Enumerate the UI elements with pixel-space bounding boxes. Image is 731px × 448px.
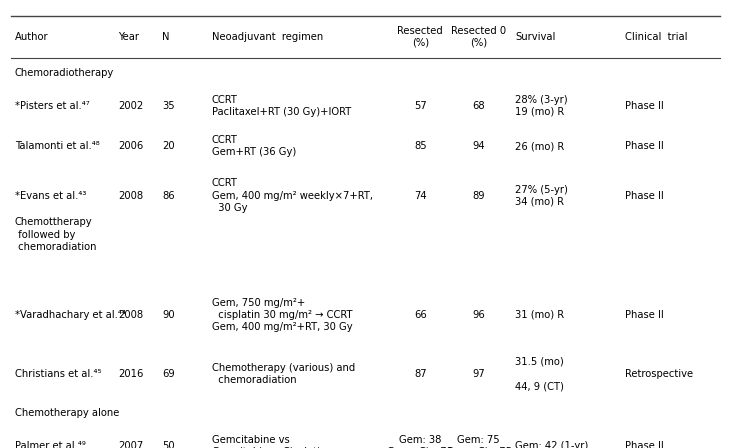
Text: 89: 89 [472, 191, 485, 201]
Text: N: N [162, 32, 170, 42]
Text: 94: 94 [472, 141, 485, 151]
Text: 57: 57 [414, 101, 427, 111]
Text: 28% (3-yr)
19 (mo) R: 28% (3-yr) 19 (mo) R [515, 95, 568, 117]
Text: 26 (mo) R: 26 (mo) R [515, 141, 564, 151]
Text: 35: 35 [162, 101, 175, 111]
Text: Palmer et al.⁴⁹: Palmer et al.⁴⁹ [15, 441, 86, 448]
Text: 68: 68 [472, 101, 485, 111]
Text: Christians et al.⁴⁵: Christians et al.⁴⁵ [15, 369, 102, 379]
Text: CCRT
Paclitaxel+RT (30 Gy)+IORT: CCRT Paclitaxel+RT (30 Gy)+IORT [212, 95, 351, 117]
Text: Gem: 75
Gem+Cis: 75: Gem: 75 Gem+Cis: 75 [446, 435, 512, 448]
Text: Chemotherapy (various) and
  chemoradiation: Chemotherapy (various) and chemoradiatio… [212, 363, 355, 385]
Text: *Varadhachary et al.⁴⁴: *Varadhachary et al.⁴⁴ [15, 310, 126, 320]
Text: 31 (mo) R: 31 (mo) R [515, 310, 564, 320]
Text: Resected
(%): Resected (%) [398, 26, 443, 48]
Text: Phase II: Phase II [625, 141, 664, 151]
Text: 97: 97 [472, 369, 485, 379]
Text: *Evans et al.⁴³: *Evans et al.⁴³ [15, 191, 86, 201]
Text: Gem, 750 mg/m²+
  cisplatin 30 mg/m² → CCRT
Gem, 400 mg/m²+RT, 30 Gy: Gem, 750 mg/m²+ cisplatin 30 mg/m² → CCR… [212, 297, 352, 332]
Text: 31.5 (mo)

44, 9 (CT): 31.5 (mo) 44, 9 (CT) [515, 357, 564, 392]
Text: Chemottherapy
 followed by
 chemoradiation: Chemottherapy followed by chemoradiation [15, 217, 96, 252]
Text: Neoadjuvant  regimen: Neoadjuvant regimen [212, 32, 323, 42]
Text: 86: 86 [162, 191, 175, 201]
Text: Chemoradiotherapy: Chemoradiotherapy [15, 68, 114, 78]
Text: 90: 90 [162, 310, 175, 320]
Text: 2006: 2006 [118, 141, 144, 151]
Text: Resected 0
(%): Resected 0 (%) [451, 26, 507, 48]
Text: *Pisters et al.⁴⁷: *Pisters et al.⁴⁷ [15, 101, 89, 111]
Text: Clinical  trial: Clinical trial [625, 32, 687, 42]
Text: Phase II: Phase II [625, 310, 664, 320]
Text: 2002: 2002 [118, 101, 144, 111]
Text: Gemcitabine vs
Gemcitabine+Cisplatino: Gemcitabine vs Gemcitabine+Cisplatino [212, 435, 333, 448]
Text: Gem: 38
Gem+Cis: 70: Gem: 38 Gem+Cis: 70 [387, 435, 453, 448]
Text: CCRT
Gem, 400 mg/m² weekly×7+RT,
  30 Gy: CCRT Gem, 400 mg/m² weekly×7+RT, 30 Gy [212, 178, 373, 213]
Text: Gem: 42 (1-yr): Gem: 42 (1-yr) [515, 441, 588, 448]
Text: 20: 20 [162, 141, 175, 151]
Text: Year: Year [118, 32, 140, 42]
Text: 2016: 2016 [118, 369, 144, 379]
Text: 66: 66 [414, 310, 427, 320]
Text: CCRT
Gem+RT (36 Gy): CCRT Gem+RT (36 Gy) [212, 135, 296, 157]
Text: 27% (5-yr)
34 (mo) R: 27% (5-yr) 34 (mo) R [515, 185, 568, 207]
Text: Phase II: Phase II [625, 191, 664, 201]
Text: 2007: 2007 [118, 441, 144, 448]
Text: 2008: 2008 [118, 310, 143, 320]
Text: Phase II: Phase II [625, 441, 664, 448]
Text: 87: 87 [414, 369, 427, 379]
Text: 74: 74 [414, 191, 427, 201]
Text: Survival: Survival [515, 32, 556, 42]
Text: Phase II: Phase II [625, 101, 664, 111]
Text: 85: 85 [414, 141, 427, 151]
Text: 50: 50 [162, 441, 175, 448]
Text: 96: 96 [472, 310, 485, 320]
Text: 69: 69 [162, 369, 175, 379]
Text: Retrospective: Retrospective [625, 369, 693, 379]
Text: Author: Author [15, 32, 48, 42]
Text: 2008: 2008 [118, 191, 143, 201]
Text: Talamonti et al.⁴⁸: Talamonti et al.⁴⁸ [15, 141, 99, 151]
Text: Chemotherapy alone: Chemotherapy alone [15, 408, 119, 418]
